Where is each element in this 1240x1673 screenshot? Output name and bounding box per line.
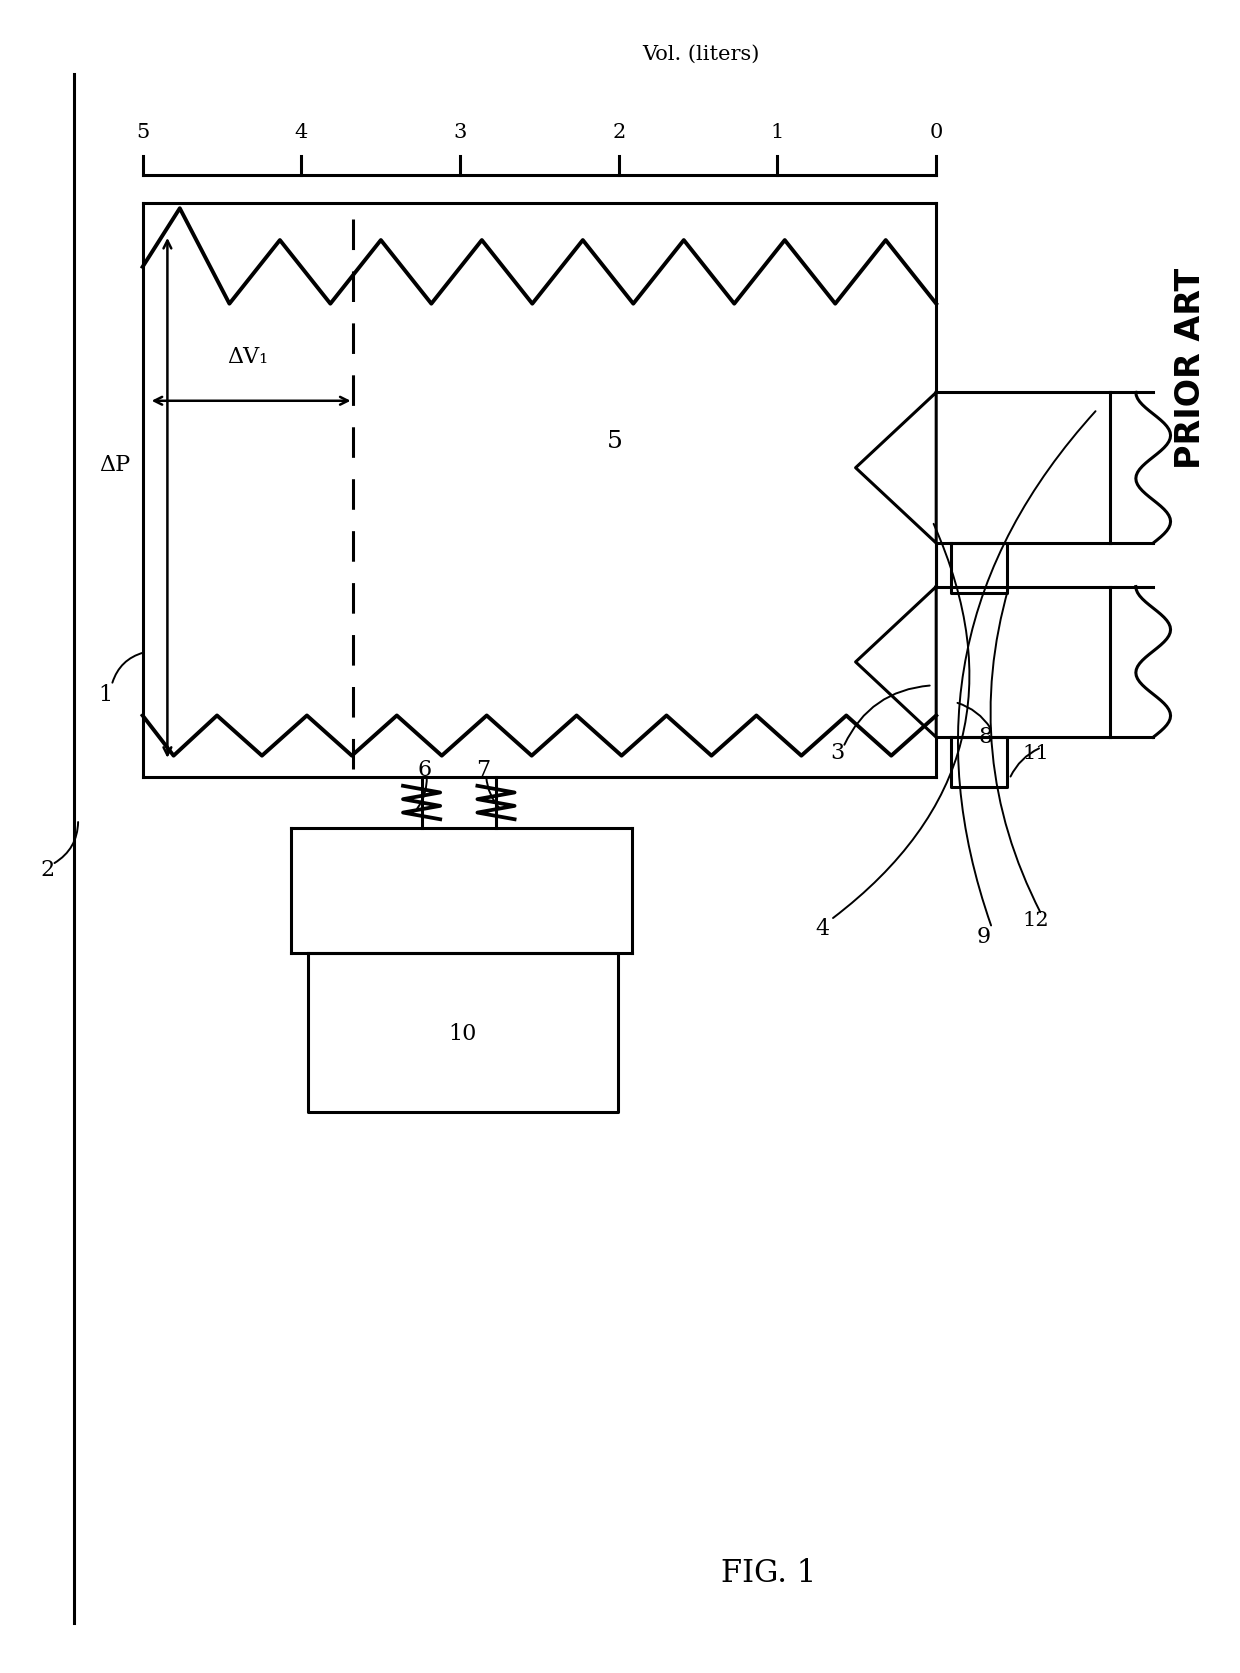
Text: 2: 2	[40, 858, 55, 882]
Text: 5: 5	[606, 430, 622, 452]
Text: 12: 12	[1022, 910, 1049, 930]
Text: 10: 10	[449, 1022, 476, 1044]
Text: 11: 11	[1022, 743, 1049, 763]
Text: PRIOR ART: PRIOR ART	[1174, 268, 1207, 468]
Text: 1: 1	[771, 124, 784, 142]
Text: 3: 3	[454, 124, 466, 142]
Text: 3: 3	[830, 741, 844, 765]
Text: 6: 6	[417, 758, 432, 781]
Text: 8: 8	[978, 724, 993, 748]
Text: 4: 4	[815, 917, 830, 940]
Text: 7: 7	[476, 758, 491, 781]
Text: 5: 5	[136, 124, 149, 142]
Text: FIG. 1: FIG. 1	[722, 1558, 816, 1588]
Text: 0: 0	[930, 124, 942, 142]
Text: 1: 1	[98, 683, 113, 706]
Text: 2: 2	[613, 124, 625, 142]
Text: 9: 9	[976, 925, 991, 949]
Text: 4: 4	[295, 124, 308, 142]
Text: ΔP: ΔP	[99, 453, 130, 477]
Text: ΔV₁: ΔV₁	[227, 346, 269, 368]
Text: Vol. (liters): Vol. (liters)	[642, 45, 760, 64]
